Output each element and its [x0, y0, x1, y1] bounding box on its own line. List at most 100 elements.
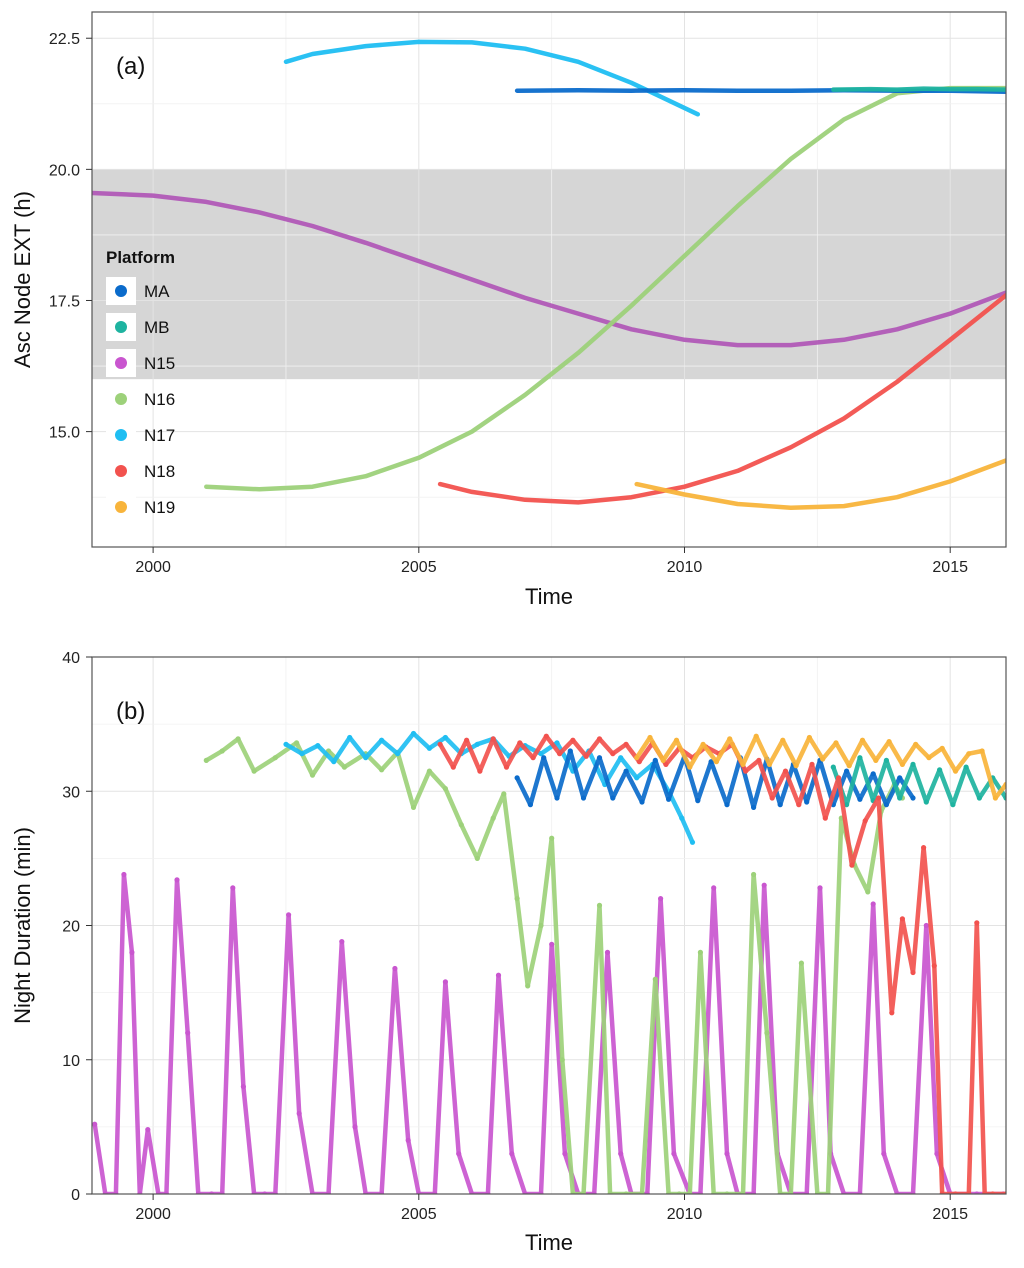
data-point-n18 [939, 1191, 945, 1194]
data-point-n15 [724, 1151, 730, 1157]
data-point-ma [897, 775, 903, 781]
data-point-n15 [286, 912, 292, 918]
data-point-ma [554, 795, 560, 801]
x-tick-label: 2010 [667, 559, 703, 576]
data-point-n19 [766, 761, 773, 768]
data-point-n16 [865, 889, 871, 895]
data-point-n18 [1003, 1191, 1006, 1194]
data-point-n19 [647, 734, 653, 741]
data-point-n15 [155, 1191, 161, 1194]
legend-label: MA [144, 282, 170, 301]
data-point-n19 [753, 733, 759, 739]
data-point-ma [580, 795, 587, 801]
data-point-n19 [806, 734, 813, 741]
data-point-n15 [309, 1191, 316, 1194]
data-point-n18 [809, 761, 815, 768]
data-point-n15 [910, 1191, 916, 1194]
data-point-n18 [596, 736, 603, 742]
data-point-n17 [538, 751, 544, 757]
y-axis-title: Night Duration (min) [10, 827, 35, 1024]
data-point-mb [844, 802, 850, 808]
data-point-ma [514, 775, 520, 781]
series-line-n15 [92, 872, 1006, 1194]
data-point-n15 [129, 949, 135, 956]
data-point-n15 [363, 1191, 369, 1194]
data-point-n15 [145, 1127, 151, 1133]
data-point-n19 [913, 741, 919, 747]
data-point-n18 [477, 768, 483, 774]
data-point-n16 [764, 1030, 770, 1036]
legend-label: N17 [144, 426, 175, 445]
series-group [92, 39, 1006, 510]
data-point-n16 [426, 768, 432, 774]
data-point-n15 [870, 901, 876, 907]
data-point-n18 [796, 802, 802, 808]
data-point-n17 [426, 745, 432, 751]
data-point-n18 [517, 740, 523, 746]
data-point-mb [830, 764, 836, 770]
data-point-n15 [751, 1191, 757, 1194]
data-point-n19 [780, 737, 786, 743]
series-line-mb [831, 86, 1006, 92]
data-point-ma [708, 759, 714, 765]
data-point-mb [950, 802, 956, 808]
panel-border [91, 11, 1007, 548]
data-point-n16 [219, 748, 225, 754]
data-point-n19 [979, 748, 985, 754]
data-point-n15 [495, 972, 502, 978]
legend-key-n17 [115, 429, 127, 441]
data-point-n16 [410, 804, 417, 811]
legend-key-mb [115, 321, 127, 333]
legend-title: Platform [106, 248, 175, 267]
data-point-n18 [974, 920, 980, 926]
data-point-n15 [102, 1191, 108, 1194]
legend-key-n19 [115, 501, 127, 513]
data-point-n15 [509, 1151, 515, 1157]
data-point-n15 [296, 1110, 302, 1117]
data-point-n18 [862, 818, 868, 824]
data-point-mb [910, 761, 916, 768]
panel-label: (b) [116, 698, 145, 725]
data-point-n19 [952, 768, 959, 774]
data-point-n15 [262, 1191, 268, 1194]
y-tick-label: 20.0 [49, 162, 80, 179]
y-tick-label: 40 [62, 650, 80, 667]
data-point-n15 [522, 1191, 528, 1194]
data-point-n16 [607, 1191, 613, 1194]
grid-lines [92, 12, 1006, 547]
data-point-n16 [623, 1191, 629, 1194]
data-point-mb [937, 767, 943, 773]
data-point-n16 [549, 835, 555, 841]
data-point-ma [610, 795, 616, 801]
data-point-n16 [379, 767, 385, 773]
data-point-ma [596, 755, 603, 761]
data-point-ma [666, 796, 672, 802]
data-point-n15 [671, 1151, 677, 1157]
data-point-n16 [235, 736, 241, 742]
data-point-ma [541, 755, 547, 761]
data-point-n19 [939, 745, 945, 751]
data-point-n18 [756, 757, 762, 764]
data-point-n18 [782, 768, 789, 774]
data-point-n16 [751, 871, 757, 878]
data-point-n15 [174, 877, 180, 883]
data-point-n15 [817, 885, 823, 891]
data-point-n19 [727, 736, 733, 742]
data-point-n18 [836, 775, 842, 781]
data-point-n15 [230, 885, 236, 891]
data-point-n15 [219, 1191, 225, 1194]
data-point-n18 [966, 1191, 972, 1194]
series-line-n15 [92, 190, 1006, 348]
data-point-n15 [195, 1191, 201, 1194]
data-point-n16 [294, 740, 300, 746]
data-point-n15 [456, 1151, 462, 1157]
data-point-n18 [437, 741, 443, 747]
data-point-n15 [894, 1191, 900, 1194]
data-point-ma [567, 748, 573, 754]
data-point-n15 [923, 922, 929, 929]
data-point-n18 [875, 795, 882, 801]
x-axis-title: Time [525, 584, 573, 609]
series-line-n16 [204, 85, 1006, 492]
data-point-n15 [121, 871, 127, 878]
shaded-band [92, 169, 1006, 380]
